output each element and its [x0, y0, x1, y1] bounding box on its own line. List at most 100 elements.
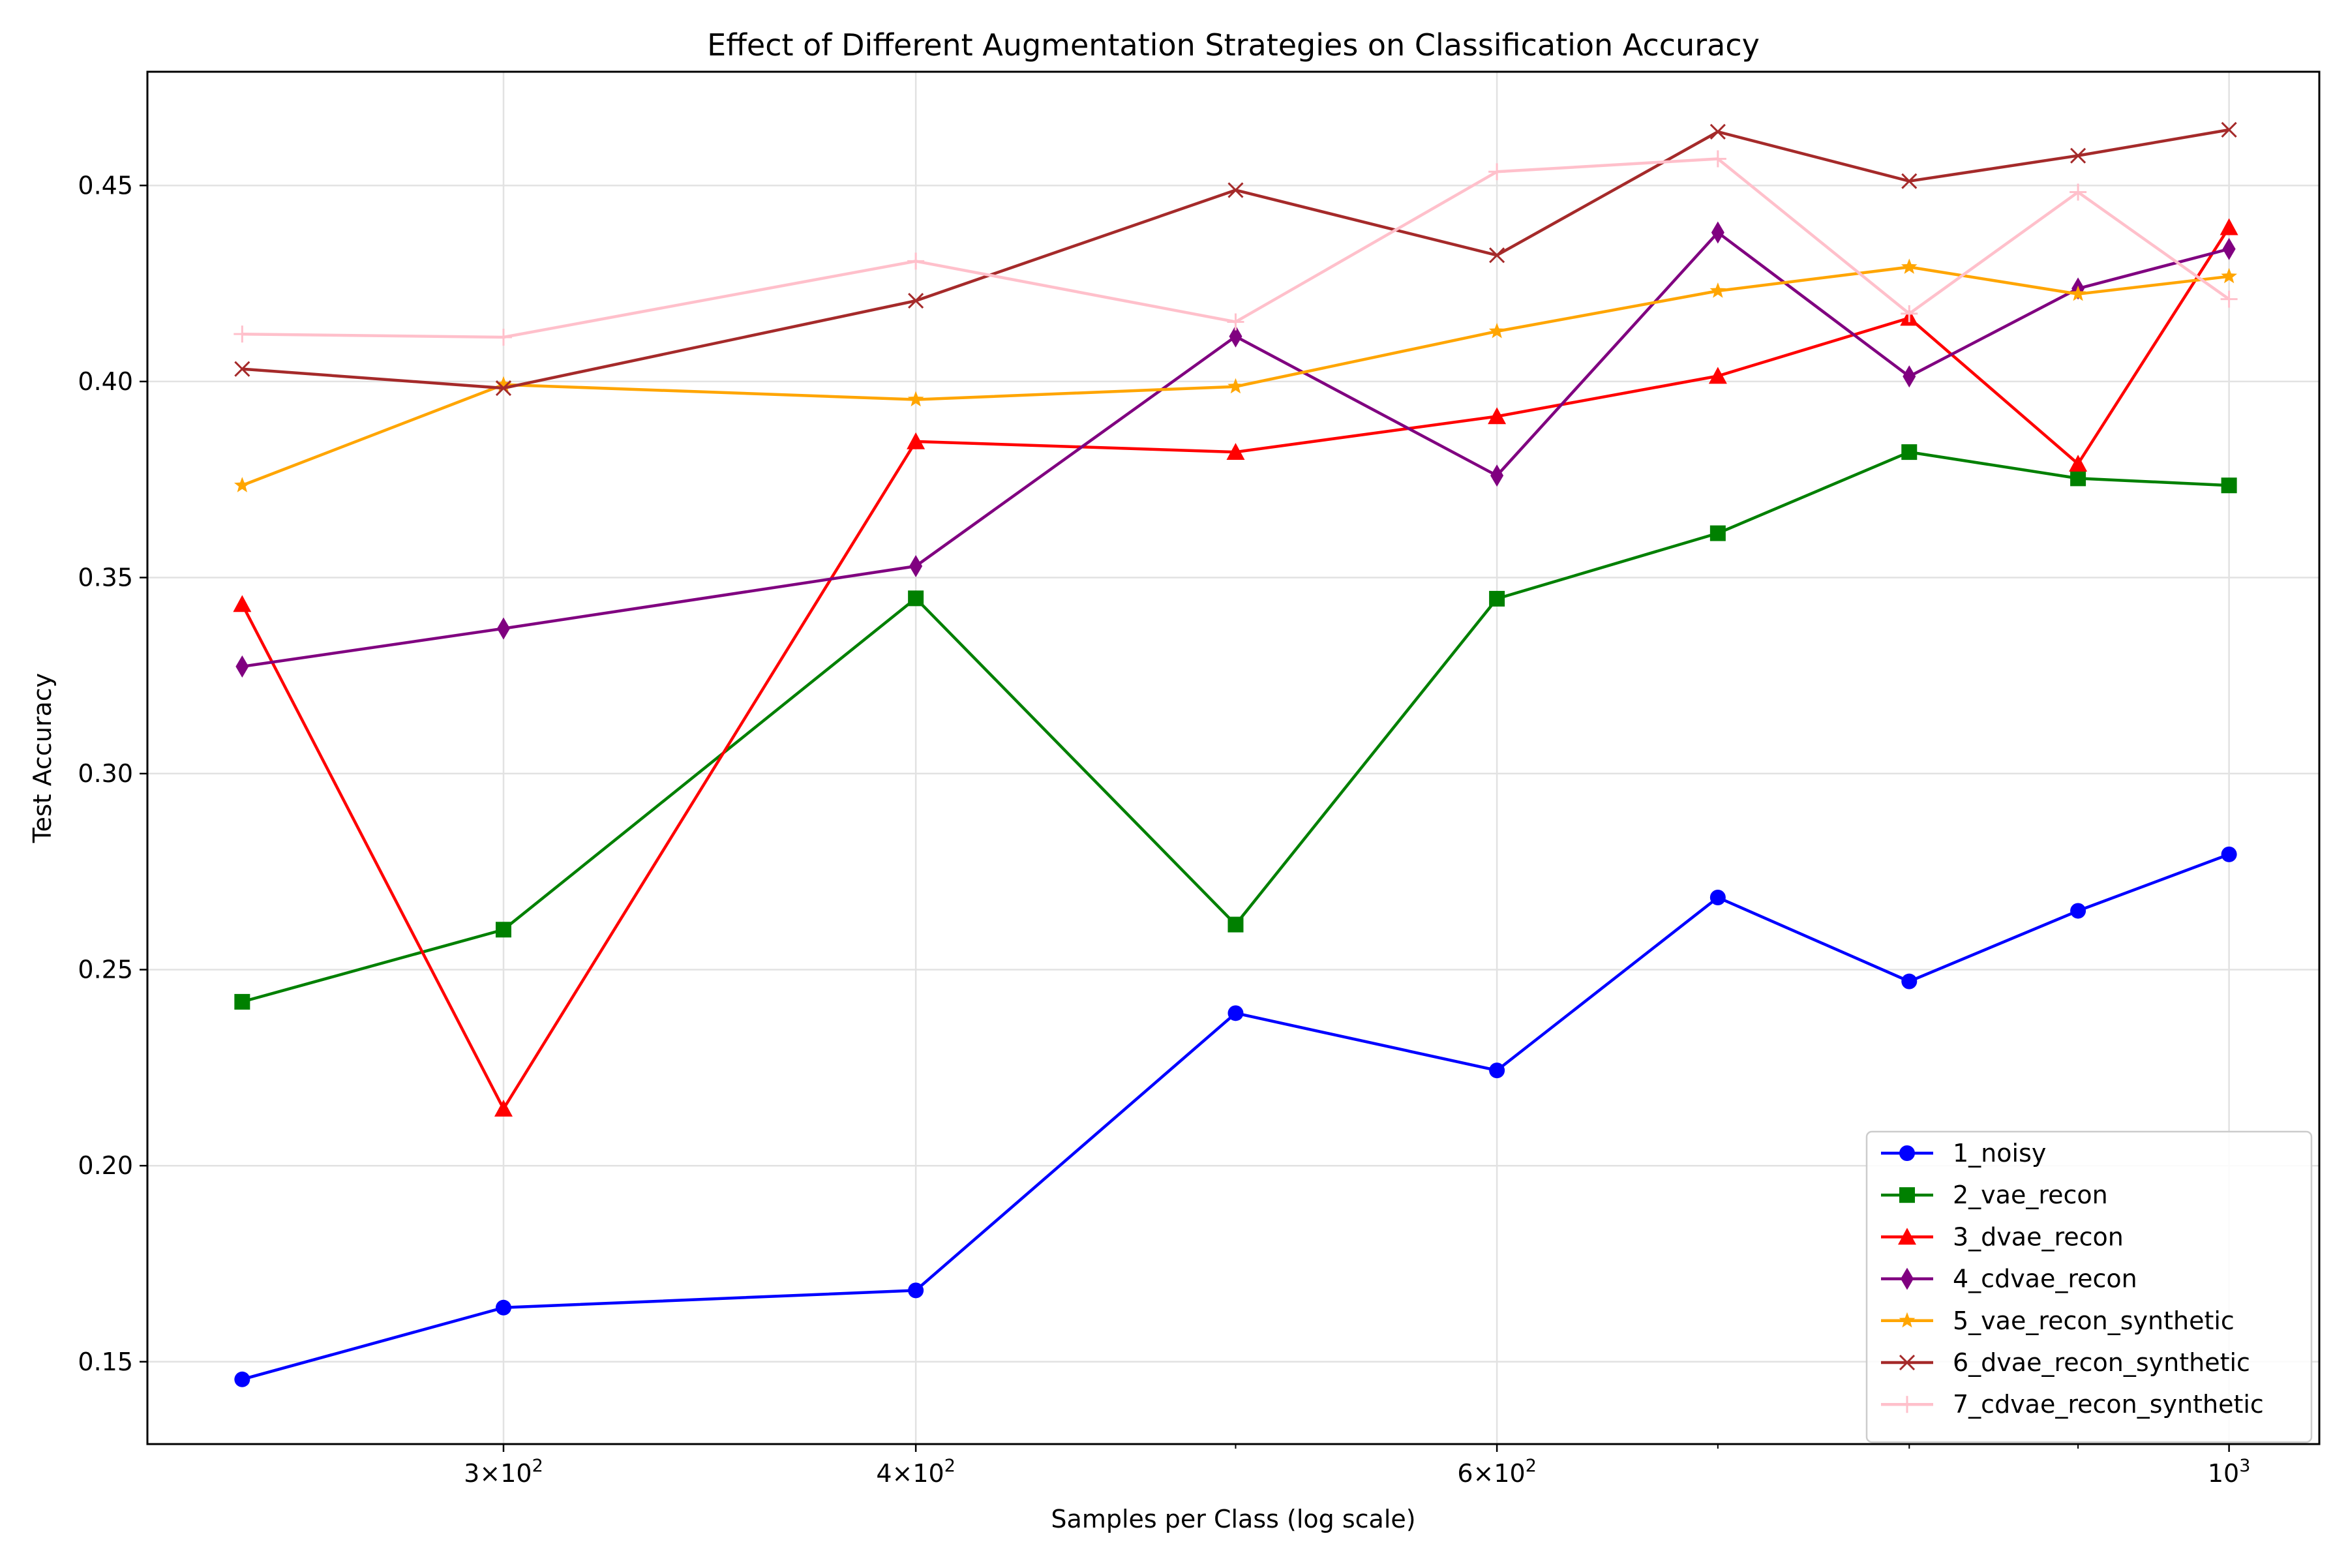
marker-stroke	[1709, 123, 1726, 140]
data-point	[1488, 407, 1507, 425]
plot-frame	[146, 70, 2321, 1445]
legend-label: 7_cdvae_recon_synthetic	[1953, 1390, 2264, 1419]
data-point	[2070, 903, 2086, 919]
data-point	[1899, 1396, 1916, 1413]
data-point	[1490, 464, 1504, 487]
y-tick-label: 0.40	[78, 367, 133, 396]
data-point	[908, 293, 924, 309]
data-point	[907, 391, 924, 407]
axes-layer: 0.15 0.20 0.25 0.30 0.35 0.40 0.45 3×102 4×102 6×…	[78, 70, 2321, 1488]
data-point	[233, 595, 252, 612]
data-point	[234, 993, 250, 1010]
data-point	[1227, 378, 1244, 394]
data-point	[1901, 305, 1918, 322]
x-axis-label: Samples per Class (log scale)	[1051, 1505, 1415, 1533]
data-point	[2220, 218, 2238, 235]
series-2_vae_recon	[234, 444, 2237, 1010]
data-point	[1711, 221, 1724, 244]
data-point	[495, 380, 512, 397]
data-point	[907, 432, 926, 449]
marker-stroke	[2070, 147, 2086, 164]
legend-item: 5_vae_recon_synthetic	[1881, 1306, 2235, 1335]
data-point	[1901, 173, 1918, 189]
marker-stroke	[908, 293, 924, 309]
data-point	[1899, 1354, 1916, 1371]
data-point	[1901, 444, 1918, 460]
y-tick-label: 0.30	[78, 759, 133, 788]
legend-label: 1_noisy	[1953, 1139, 2046, 1168]
data-point	[1226, 443, 1245, 460]
data-point	[2070, 470, 2086, 487]
y-tick-label: 0.20	[78, 1151, 133, 1180]
data-point	[1901, 1267, 1914, 1290]
y-axis-label: Test Accuracy	[28, 673, 57, 843]
legend-label: 6_dvae_recon_synthetic	[1953, 1348, 2250, 1377]
data-point	[908, 590, 924, 607]
data-point	[494, 328, 512, 346]
legend-item: 3_dvae_recon	[1881, 1222, 2124, 1251]
data-point	[494, 1100, 513, 1117]
data-point	[1229, 325, 1242, 348]
chart-title: Effect of Different Augmentation Strateg…	[707, 27, 1760, 63]
data-point	[233, 325, 251, 343]
data-point	[1898, 1228, 1916, 1245]
series-6_dvae_recon_synthetic	[234, 121, 2237, 397]
data-point	[234, 361, 250, 377]
data-point	[234, 1371, 250, 1387]
data-point	[1488, 323, 1505, 339]
data-point	[1709, 890, 1726, 906]
data-point	[1488, 163, 1506, 181]
data-point	[1708, 367, 1727, 384]
data-point	[1709, 282, 1726, 298]
series-4_cdvae_recon	[235, 221, 2236, 678]
legend-item: 7_cdvae_recon_synthetic	[1881, 1390, 2264, 1419]
series-5_vae_recon_synthetic	[234, 258, 2237, 492]
legend-item: 4_cdvae_recon	[1881, 1265, 2137, 1293]
data-point	[2070, 183, 2087, 201]
data-point	[2221, 846, 2237, 862]
data-point	[907, 252, 925, 270]
data-point	[2221, 121, 2237, 138]
data-point	[235, 655, 249, 678]
x-tick-label: 3×102	[464, 1456, 543, 1488]
marker-stroke	[1899, 1354, 1916, 1371]
data-point	[2221, 477, 2237, 494]
legend-label: 4_cdvae_recon	[1953, 1265, 2137, 1293]
marker-stroke	[1489, 247, 1505, 264]
data-point	[1901, 258, 1918, 274]
data-point	[495, 1299, 511, 1316]
data-point	[495, 376, 512, 392]
data-point	[1709, 150, 1726, 168]
data-point	[1901, 973, 1918, 989]
series-1_noisy	[234, 846, 2237, 1387]
legend-label: 2_vae_recon	[1953, 1181, 2108, 1209]
series-7_cdvae_recon_synthetic	[233, 150, 2238, 346]
data-point	[495, 922, 511, 938]
data-point	[2220, 290, 2238, 308]
legend-label: 3_dvae_recon	[1953, 1222, 2124, 1251]
data-point	[1489, 590, 1505, 607]
data-point	[1489, 1063, 1505, 1079]
data-point	[1709, 123, 1726, 140]
data-point	[1899, 1312, 1916, 1328]
data-point	[1899, 1145, 1915, 1161]
data-point	[496, 617, 510, 640]
y-tick-label: 0.15	[78, 1348, 133, 1376]
data-point	[2069, 455, 2088, 472]
data-point	[1227, 313, 1244, 331]
legend-item: 1_noisy	[1881, 1139, 2046, 1168]
series-3_dvae_recon	[233, 218, 2238, 1117]
data-point	[909, 555, 923, 578]
data-point	[1227, 916, 1244, 933]
legend-label: 5_vae_recon_synthetic	[1953, 1306, 2235, 1335]
legend-frame	[1865, 1130, 2313, 1443]
data-point	[2070, 285, 2086, 301]
series-layer	[233, 121, 2238, 1387]
marker-stroke	[1227, 182, 1244, 198]
legend: 1_noisy 2_vae_recon 3_dvae_recon 4_cdvae_re…	[1865, 1130, 2313, 1443]
legend-item: 6_dvae_recon_synthetic	[1881, 1348, 2250, 1377]
marker-stroke	[1901, 173, 1918, 189]
data-point	[2070, 147, 2086, 164]
